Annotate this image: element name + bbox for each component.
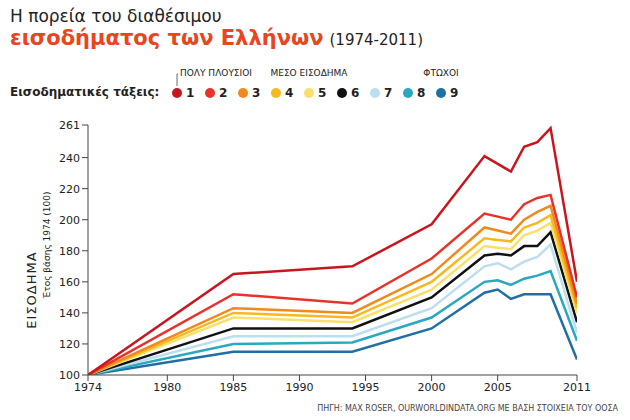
html-text:ΜΕΣΟ ΕΙΣΟΔΗΜΑ: ΜΕΣΟ ΕΙΣΟΔΗΜΑ (270, 68, 348, 78)
svg-text:120: 120 (59, 338, 80, 351)
svg-text:ΕΙΣΟΔΗΜΑ: ΕΙΣΟΔΗΜΑ (24, 251, 39, 328)
svg-text:261: 261 (59, 119, 80, 132)
html-text:2: 2 (219, 86, 228, 100)
svg-text:180: 180 (59, 245, 80, 258)
html-text:ΠΗΓΗ: MAX ROSER, OURWORLDINDAT: ΠΗΓΗ: MAX ROSER, OURWORLDINDATA.ORG ΜΕ Β… (317, 404, 618, 413)
html-text:3: 3 (252, 86, 261, 100)
html-text:9: 9 (450, 86, 459, 100)
svg-text:1980: 1980 (153, 381, 181, 394)
html-text:ΦΤΩΧΟΙ: ΦΤΩΧΟΙ (423, 68, 459, 78)
html-text:εισοδήματος των Ελλήνων (1974-: εισοδήματος των Ελλήνων (1974-2011) (10, 26, 423, 50)
html-text:1: 1 (186, 86, 195, 100)
svg-text:1985: 1985 (219, 381, 247, 394)
svg-text:200: 200 (59, 214, 80, 227)
html-text:8: 8 (417, 86, 426, 100)
html-text:7: 7 (384, 86, 393, 100)
svg-text:1995: 1995 (352, 381, 380, 394)
svg-text:1990: 1990 (285, 381, 313, 394)
html-text:ΠΟΛΥ ΠΛΟΥΣΙΟΙ: ΠΟΛΥ ΠΛΟΥΣΙΟΙ (180, 68, 252, 78)
svg-text:220: 220 (59, 183, 80, 196)
svg-text:100: 100 (59, 369, 80, 382)
svg-text:2000: 2000 (418, 381, 446, 394)
svg-text:160: 160 (59, 276, 80, 289)
html-text:Η πορεία του διαθέσιμου: Η πορεία του διαθέσιμου (10, 6, 222, 26)
svg-text:140: 140 (59, 307, 80, 320)
html-text:6: 6 (351, 86, 360, 100)
svg-text:1974: 1974 (74, 381, 102, 394)
svg-text:2005: 2005 (484, 381, 512, 394)
html-text:Εισοδηματικές τάξεις:: Εισοδηματικές τάξεις: (10, 85, 160, 99)
svg-text:240: 240 (59, 152, 80, 165)
html-text:5: 5 (318, 86, 327, 100)
html-text:4: 4 (285, 86, 294, 100)
svg-text:Έτος βάσης 1974 (100): Έτος βάσης 1974 (100) (42, 192, 52, 300)
svg-text:2011: 2011 (563, 381, 591, 394)
